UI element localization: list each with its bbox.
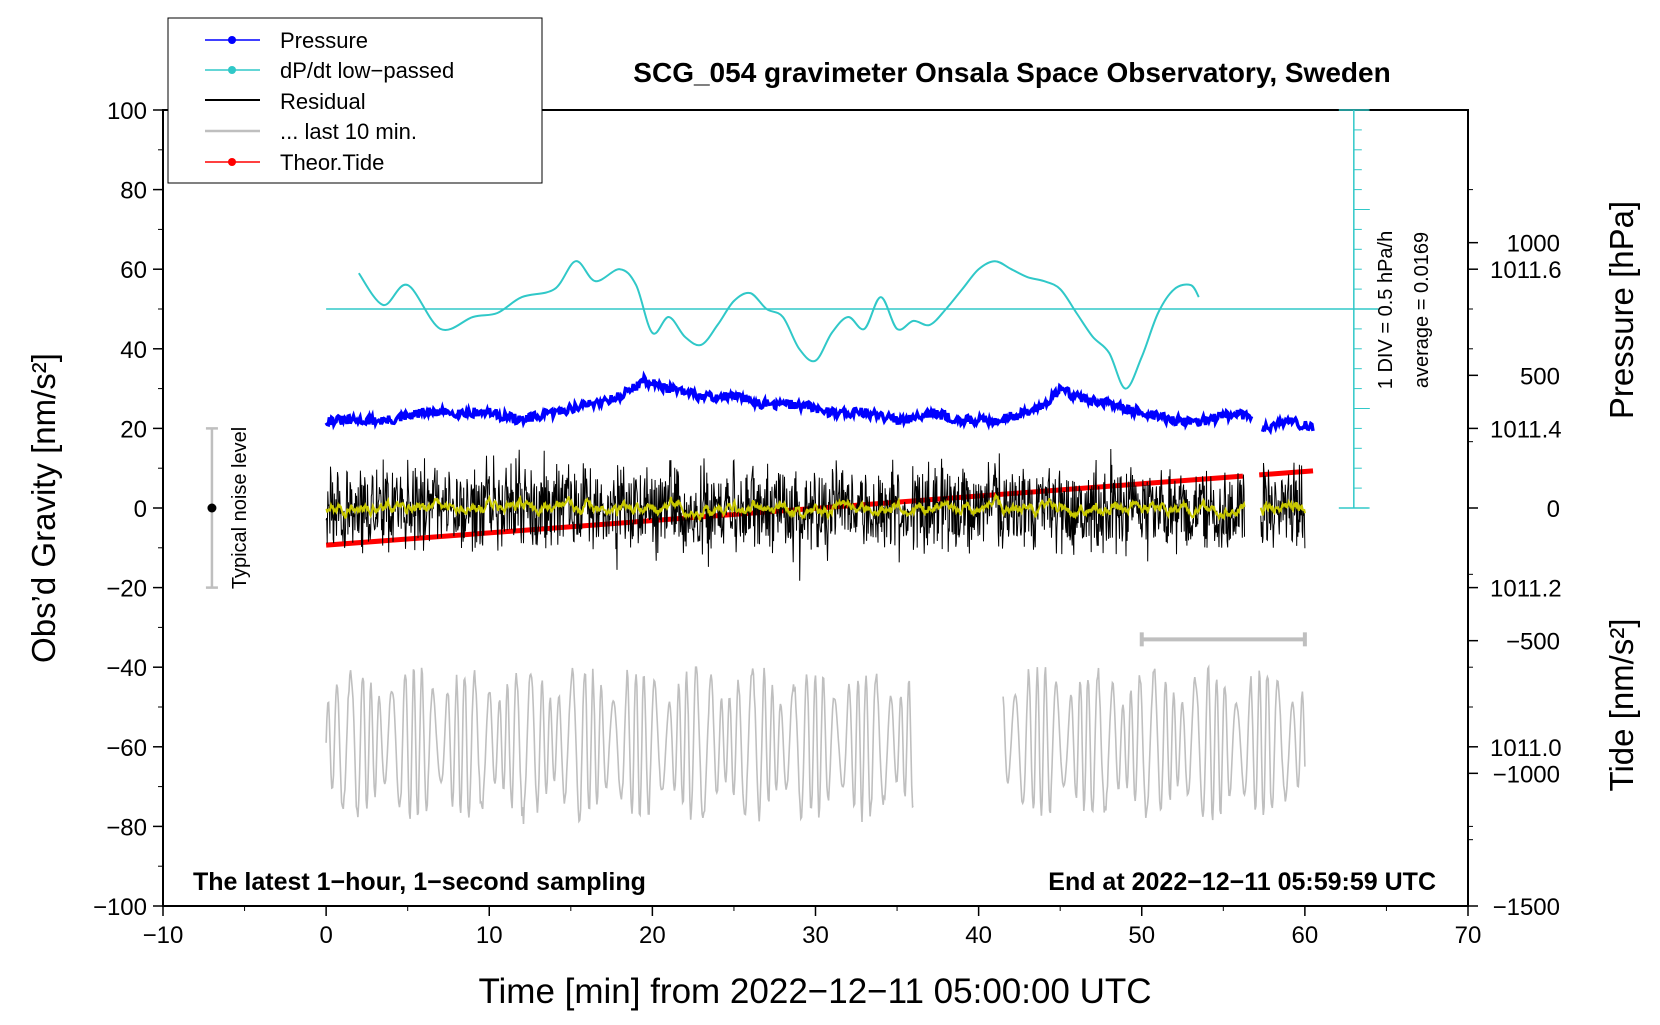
legend-marker-dpdt <box>228 66 236 74</box>
y-tick-label: 20 <box>120 416 147 443</box>
legend-marker-pressure <box>228 36 236 44</box>
tide-tick-label: 500 <box>1520 363 1560 390</box>
x-tick-label: 50 <box>1128 922 1155 949</box>
legend-entry-last-10-min: ... last 10 min. <box>205 119 417 144</box>
annotation-bottom-left: The latest 1−hour, 1−second sampling <box>193 868 646 896</box>
pressure-tick-label: 1011.2 <box>1490 576 1562 603</box>
y-axis-label-left: Obs’d Gravity [nm/s²] <box>25 353 62 663</box>
scale-label-average: average = 0.0169 <box>1411 232 1433 388</box>
x-tick-label: 60 <box>1292 922 1319 949</box>
tide-tick-label: −1000 <box>1493 761 1560 788</box>
noise-bar-center <box>207 503 217 513</box>
dpdt-line <box>357 260 1200 390</box>
pressure-series <box>324 370 1315 436</box>
noise-label: Typical noise level <box>229 427 251 589</box>
legend-label-dpdt: dP/dt low−passed <box>280 58 454 83</box>
y-tick-label: 60 <box>120 257 147 284</box>
residual-line <box>325 448 1306 581</box>
last-10-min-line <box>325 664 1306 825</box>
x-tick-label: 30 <box>802 922 829 949</box>
axis-ticks: −10 0 10 20 30 40 50 60 70100806040200−20−40−60−… <box>93 98 1562 949</box>
legend-entry-tide: Theor.Tide <box>205 150 384 175</box>
x-tick-label: 0 <box>319 922 332 949</box>
y-tick-label: 0 <box>134 496 147 523</box>
legend-entry-dpdt: dP/dt low−passed <box>205 58 454 83</box>
legend-entry-pressure: Pressure <box>205 28 368 53</box>
legend-label-residual: Residual <box>280 89 366 114</box>
y-tick-label: −80 <box>106 814 147 841</box>
y-tick-label: −60 <box>106 735 147 762</box>
legend: Pressure dP/dt low−passed Residual ... l… <box>167 17 543 184</box>
last-10-min-series <box>325 632 1307 825</box>
legend-label-pressure: Pressure <box>280 28 368 53</box>
y-tick-label: −100 <box>93 894 147 921</box>
legend-marker-tide <box>228 158 236 166</box>
residual-series <box>325 448 1306 581</box>
tide-tick-label: −500 <box>1506 629 1560 656</box>
legend-entry-residual: Residual <box>205 89 366 114</box>
pressure-tick-label: 1011.4 <box>1490 416 1562 443</box>
x-tick-label: 10 <box>476 922 503 949</box>
y-tick-label: −40 <box>106 655 147 682</box>
legend-label-tide: Theor.Tide <box>280 150 384 175</box>
noise-bar-group <box>205 427 218 589</box>
tide-tick-label: 0 <box>1547 496 1560 523</box>
dpdt-series <box>357 260 1200 390</box>
y-tick-label: 40 <box>120 337 147 364</box>
residual-smoothed-line <box>325 492 1306 522</box>
pressure-tick-label: 1011.6 <box>1490 257 1562 284</box>
tide-tick-label: 1000 <box>1507 231 1560 258</box>
tide-tick-label: −1500 <box>1493 894 1560 921</box>
x-tick-label: 70 <box>1455 922 1482 949</box>
x-axis-label: Time [min] from 2022−12−11 05:00:00 UTC <box>478 972 1151 1011</box>
scale-label-div: 1 DIV = 0.5 hPa/h <box>1375 231 1397 389</box>
x-tick-label: 40 <box>965 922 992 949</box>
y-tick-label: 80 <box>120 178 147 205</box>
legend-label-last-10-min: ... last 10 min. <box>280 119 417 144</box>
x-tick-label: −10 <box>143 922 184 949</box>
pressure-line <box>324 370 1315 436</box>
y-tick-label: 100 <box>107 98 147 125</box>
annotation-bottom-right: End at 2022−12−11 05:59:59 UTC <box>1048 868 1436 896</box>
dpdt-scale-group <box>326 109 1379 509</box>
pressure-tick-label: 1011.0 <box>1490 735 1562 762</box>
chart-title: SCG_054 gravimeter Onsala Space Observat… <box>633 57 1390 88</box>
y-axis-label-tide: Tide [nm/s²] <box>1603 619 1640 792</box>
x-tick-label: 20 <box>639 922 666 949</box>
y-axis-label-pressure: Pressure [hPa] <box>1603 201 1640 419</box>
tide-line <box>1259 468 1314 478</box>
y-tick-label: −20 <box>106 576 147 603</box>
